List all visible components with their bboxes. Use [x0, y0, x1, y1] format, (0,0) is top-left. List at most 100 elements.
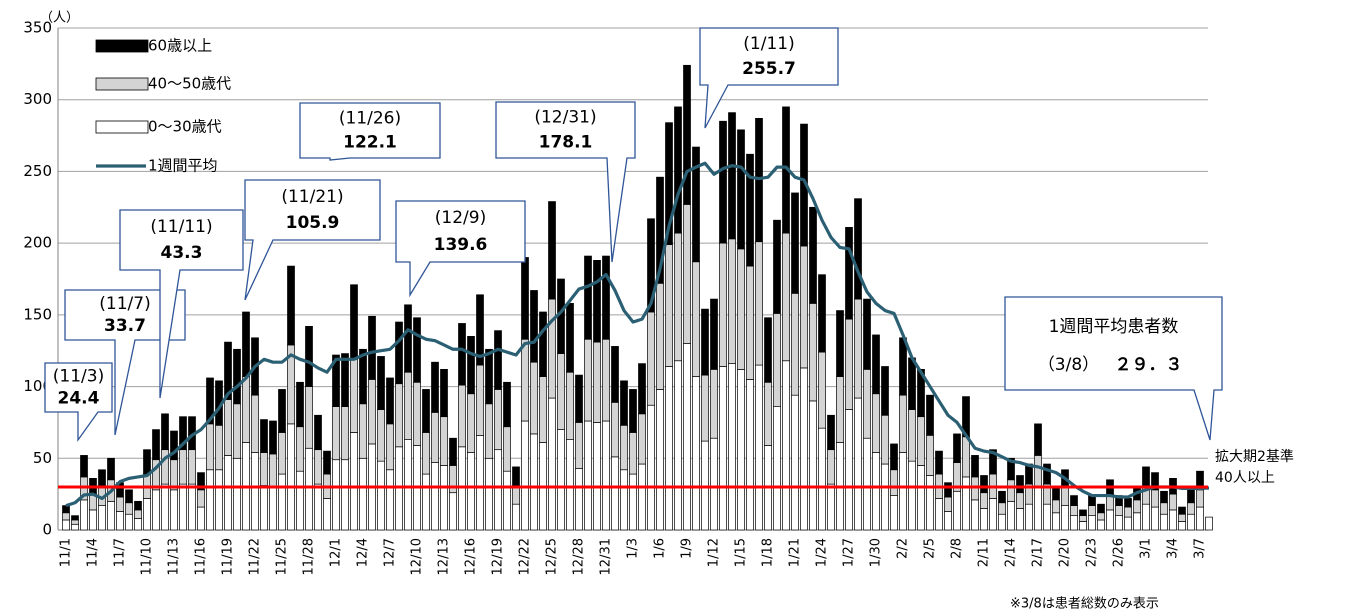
callout	[699, 27, 839, 129]
bar-segment	[899, 394, 907, 453]
bar-segment	[584, 420, 592, 531]
x-tick-label: 1/24	[815, 538, 830, 567]
x-tick-label: 3/1	[1139, 538, 1154, 559]
bar-segment	[197, 506, 205, 531]
callout-value: 122.1	[343, 133, 397, 153]
callout-value: 24.4	[58, 388, 100, 408]
callout-date: (11/21)	[281, 187, 343, 207]
bar-segment	[1007, 500, 1015, 531]
bar-segment	[755, 241, 763, 366]
x-tick-label: 1/9	[680, 538, 695, 559]
x-tick-label: 12/4	[356, 538, 371, 567]
bar-segment	[458, 384, 466, 448]
bar-segment	[944, 496, 952, 512]
bar-segment	[422, 389, 430, 433]
bar-segment	[1160, 490, 1168, 504]
bar-segment	[269, 420, 277, 455]
bar-segment	[854, 298, 862, 399]
callout	[119, 209, 244, 399]
bar-segment	[1070, 495, 1078, 506]
bar-segment	[1169, 509, 1177, 531]
bar-segment	[602, 420, 610, 531]
bar-segment	[971, 455, 979, 478]
bar-segment	[98, 505, 106, 531]
y-tick-label: 50	[33, 449, 52, 467]
bar-segment	[143, 449, 151, 475]
bar-segment	[1025, 503, 1033, 531]
bar-segment	[197, 472, 205, 491]
bar-segment	[341, 353, 349, 408]
bar-segment	[314, 414, 322, 451]
bar-segment	[935, 498, 943, 531]
bar-segment	[530, 433, 538, 531]
bar-segment	[620, 424, 628, 471]
bar-segment	[215, 424, 223, 471]
bar-segment	[71, 519, 79, 525]
bar-segment	[989, 449, 997, 475]
bar-segment	[296, 470, 304, 531]
bar-segment	[71, 515, 79, 521]
bar-segment	[188, 483, 196, 531]
bar-segment	[584, 255, 592, 340]
x-tick-label: 11/16	[194, 538, 209, 575]
callout-value: 178.1	[539, 132, 593, 152]
bar-segment	[953, 490, 961, 531]
bar-segment	[251, 452, 259, 531]
bar-segment	[1205, 516, 1213, 531]
bar-segment	[944, 482, 952, 498]
bar-segment	[692, 261, 700, 377]
bar-segment	[629, 389, 637, 433]
bar-segment	[152, 489, 160, 531]
bar-segment	[530, 361, 538, 435]
bar-segment	[1052, 512, 1060, 531]
bar-segment	[602, 338, 610, 422]
bar-segment	[656, 389, 664, 531]
bar-segment	[350, 358, 358, 433]
bar-segment	[395, 321, 403, 385]
y-tick-label: 250	[23, 162, 52, 180]
bar-segment	[746, 265, 754, 380]
x-tick-label: 12/25	[545, 538, 560, 575]
bar-segment	[998, 513, 1006, 531]
bar-segment	[962, 476, 970, 531]
bar-segment	[962, 436, 970, 478]
x-tick-label: 12/13	[437, 538, 452, 575]
bar-segment	[827, 449, 835, 485]
bar-segment	[656, 176, 664, 284]
bar-segment	[1124, 516, 1132, 531]
bar-segment	[818, 274, 826, 353]
bar-segment	[62, 512, 70, 521]
bar-segment	[593, 422, 601, 531]
bar-segment	[1061, 486, 1069, 506]
bar-segment	[836, 376, 844, 443]
x-tick-label: 2/5	[923, 538, 938, 559]
bar-segment	[485, 348, 493, 405]
legend-label: 1週間平均	[148, 157, 218, 175]
bar-segment	[980, 492, 988, 509]
bar-segment	[341, 406, 349, 461]
bar-segment	[89, 509, 97, 531]
bar-segment	[458, 323, 466, 386]
bar-segment	[350, 432, 358, 531]
bar-segment	[161, 483, 169, 531]
bar-segment	[152, 429, 160, 461]
legend-swatch	[95, 120, 149, 134]
bar-segment	[377, 356, 385, 410]
bar-segment	[314, 483, 322, 531]
bar-segment	[764, 381, 772, 446]
bar-segment	[170, 430, 178, 461]
callout-date: (11/7)	[99, 294, 150, 314]
bar-segment	[755, 364, 763, 531]
bar-segment	[359, 403, 367, 459]
x-tick-label: 2/23	[1085, 538, 1100, 567]
bar-segment	[872, 334, 880, 395]
bar-segment	[800, 245, 808, 369]
bar-segment	[395, 383, 403, 448]
bar-segment	[386, 377, 394, 425]
bar-segment	[620, 469, 628, 531]
bar-segment	[431, 412, 439, 463]
bar-segment	[809, 303, 817, 402]
bar-segment	[62, 519, 70, 531]
bar-segment	[611, 456, 619, 531]
bar-segment	[827, 483, 835, 531]
